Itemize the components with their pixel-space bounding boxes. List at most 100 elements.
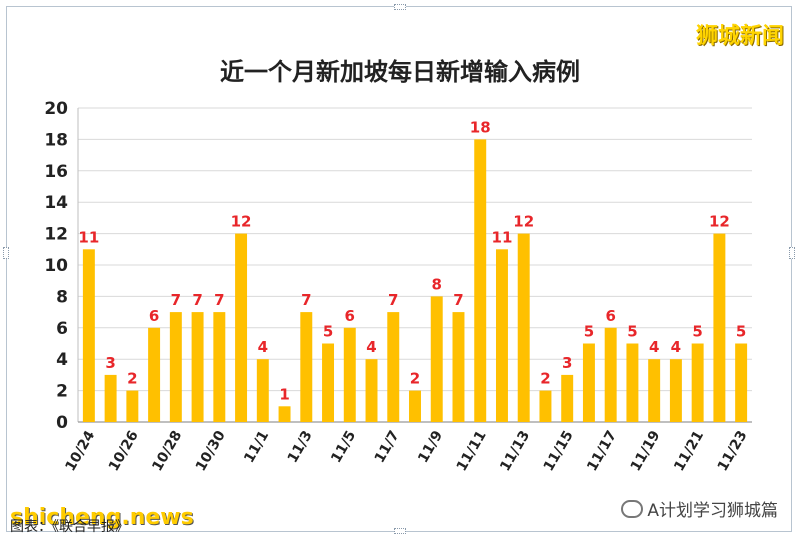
data-label: 4 [649, 338, 659, 356]
x-tick-label: 10/24 [62, 428, 98, 474]
y-tick-label: 12 [44, 225, 68, 245]
x-tick-label: 11/15 [541, 428, 577, 474]
data-label: 7 [214, 291, 224, 309]
chart-frame [3, 4, 795, 534]
data-label: 3 [562, 354, 572, 372]
bar [430, 296, 443, 422]
chart-credit: 图表：《联合早报》 [10, 519, 129, 535]
data-label: 12 [231, 213, 252, 231]
bar [191, 312, 204, 422]
x-tick-label: 11/21 [671, 428, 707, 474]
data-label: 5 [736, 323, 746, 341]
resize-handle-left[interactable] [3, 247, 9, 259]
bar [452, 312, 465, 422]
bar [387, 312, 400, 422]
bar [604, 327, 617, 422]
data-label: 18 [470, 118, 491, 136]
chart-title: 近一个月新加坡每日新增输入病例 [220, 58, 580, 86]
bar [474, 139, 487, 422]
bar [409, 390, 421, 422]
y-tick-label: 8 [56, 287, 68, 307]
wechat-account-name: A计划学习狮城篇 [647, 501, 778, 521]
data-label: 12 [513, 213, 534, 231]
x-tick-label: 11/11 [454, 428, 490, 474]
resize-handle-top[interactable] [394, 4, 406, 10]
data-label: 7 [453, 291, 463, 309]
y-tick-label: 10 [44, 256, 68, 276]
x-tick-label: 11/13 [497, 428, 533, 474]
data-label: 4 [258, 338, 268, 356]
data-label: 2 [540, 370, 550, 388]
y-tick-label: 14 [44, 193, 68, 213]
data-label: 5 [584, 323, 594, 341]
data-label: 2 [410, 370, 420, 388]
bar [691, 343, 704, 422]
data-label: 2 [127, 370, 137, 388]
bar [495, 249, 508, 422]
bar [669, 359, 682, 422]
y-tick-label: 6 [56, 319, 68, 339]
y-tick-label: 20 [44, 99, 68, 119]
x-tick-label: 11/23 [715, 428, 751, 474]
x-tick-label: 10/28 [149, 428, 185, 474]
bar [539, 390, 552, 422]
data-label: 11 [492, 228, 513, 246]
bar [582, 343, 595, 422]
wechat-icon [621, 500, 644, 518]
bar [735, 343, 748, 422]
resize-handle-bottom[interactable] [394, 528, 406, 534]
data-label: 8 [432, 275, 442, 293]
resize-handle-right[interactable] [789, 247, 795, 259]
data-label: 7 [192, 291, 202, 309]
x-tick-label: 11/3 [285, 428, 316, 466]
bar [82, 249, 95, 422]
data-label: 5 [692, 323, 702, 341]
bar [104, 374, 117, 422]
y-tick-label: 16 [44, 162, 68, 182]
data-label: 6 [149, 307, 159, 325]
data-label: 5 [627, 323, 637, 341]
y-tick-label: 2 [56, 382, 68, 402]
x-tick-label: 11/9 [415, 428, 446, 466]
data-label: 4 [366, 338, 376, 356]
site-watermark: shicheng.news [10, 505, 194, 530]
data-label: 12 [709, 213, 730, 231]
bar [517, 233, 530, 422]
bar [561, 374, 574, 422]
bar [148, 327, 161, 422]
bar [322, 343, 335, 422]
bar [278, 406, 291, 422]
bar [126, 390, 139, 422]
wechat-account: A计划学习狮城篇 [621, 496, 778, 521]
data-label: 3 [105, 354, 115, 372]
x-tick-label: 11/17 [584, 428, 620, 474]
x-tick-label: 11/1 [241, 428, 272, 466]
data-label: 7 [171, 291, 181, 309]
corner-logo: 狮城新闻 [695, 24, 784, 49]
x-tick-label: 11/19 [628, 428, 664, 474]
bar [169, 312, 182, 422]
bar [213, 312, 226, 422]
data-label: 7 [388, 291, 398, 309]
x-tick-label: 10/30 [193, 428, 229, 474]
y-tick-label: 18 [44, 130, 68, 150]
data-label: 5 [323, 323, 333, 341]
data-label: 6 [605, 307, 615, 325]
bar [300, 312, 313, 422]
bar [648, 359, 661, 422]
data-label: 1 [279, 385, 289, 403]
x-tick-label: 10/26 [106, 428, 142, 474]
x-tick-label: 11/5 [328, 428, 359, 466]
data-label: 6 [345, 307, 355, 325]
y-tick-label: 4 [56, 350, 68, 370]
bar [626, 343, 639, 422]
data-label: 4 [671, 338, 681, 356]
bar [365, 359, 378, 422]
data-label: 11 [78, 228, 99, 246]
bar [256, 359, 269, 422]
data-label: 7 [301, 291, 311, 309]
bar [235, 233, 248, 422]
y-tick-label: 0 [56, 413, 68, 433]
x-tick-label: 11/7 [372, 428, 403, 466]
bar [343, 327, 356, 422]
